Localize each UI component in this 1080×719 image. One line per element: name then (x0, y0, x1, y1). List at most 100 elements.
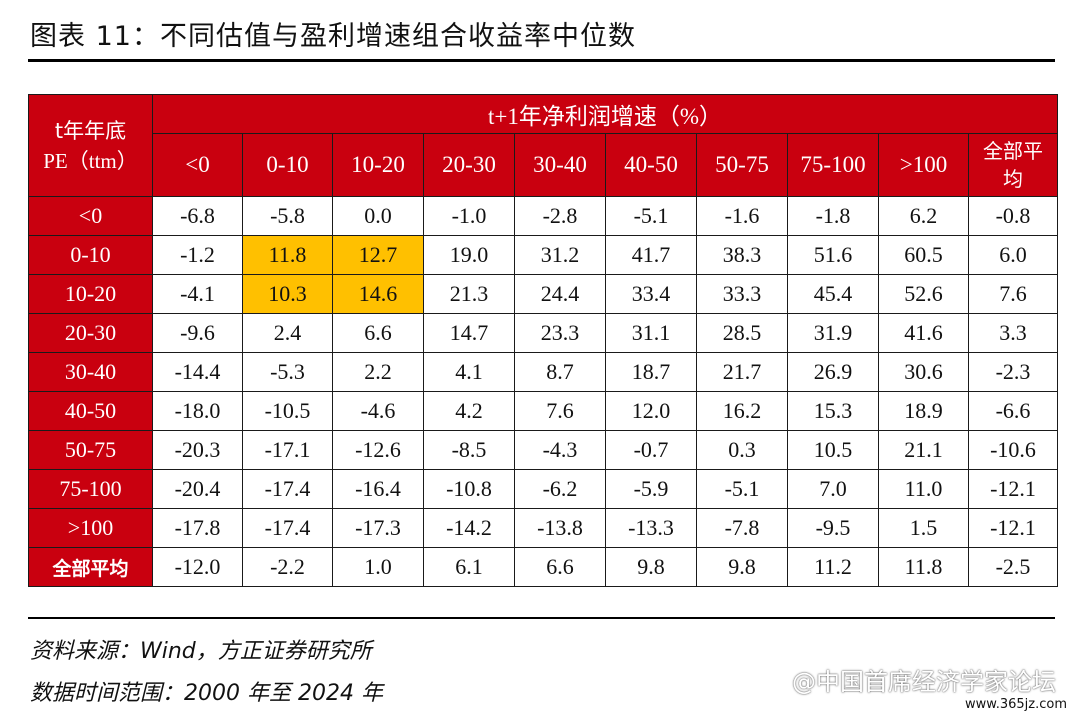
row-label: <0 (28, 196, 153, 236)
table-cell: -12.1 (967, 508, 1059, 548)
table-row: >100 -17.8 -17.4 -17.3 -14.2 -13.8 -13.3 -7.8 -9… (28, 508, 1059, 548)
table-cell: 6.6 (332, 313, 424, 353)
table-row: 10-20 -4.1 10.3 14.6 21.3 24.4 33.4 33.3 45.4 52.… (28, 274, 1059, 314)
table-cell: 7.6 (514, 391, 606, 431)
table-cell: -2.3 (967, 352, 1059, 392)
table-cell: 6.2 (878, 196, 969, 236)
table-cell: -2.2 (242, 547, 333, 587)
table-cell: -6.8 (152, 196, 243, 236)
row-label: 40-50 (28, 391, 153, 431)
table-cell: -17.4 (242, 469, 333, 509)
table-cell: 7.0 (787, 469, 879, 509)
date-range-note: 数据时间范围：2000 年至 2024 年 (30, 681, 383, 706)
table-cell: 38.3 (696, 235, 788, 275)
table-cell: -8.5 (423, 430, 515, 470)
table-row: 30-40 -14.4 -5.3 2.2 4.1 8.7 18.7 21.7 26.9 30.6-… (28, 352, 1059, 392)
table-cell: 14.6 (332, 274, 424, 314)
table-cell: 41.6 (878, 313, 969, 353)
table-cell: -10.5 (242, 391, 333, 431)
table-cell: -20.4 (152, 469, 243, 509)
table-cell: -17.4 (242, 508, 333, 548)
table-cell: 19.0 (423, 235, 515, 275)
column-header: >100 (878, 133, 969, 197)
table-row: 40-50 -18.0 -10.5 -4.6 4.2 7.6 12.0 16.2 15.3 18.… (28, 391, 1059, 431)
corner-header: t年年底 PE（ttm） (28, 94, 153, 197)
table-cell: 21.3 (423, 274, 515, 314)
table-cell: 16.2 (696, 391, 788, 431)
table-cell: -9.6 (152, 313, 243, 353)
row-label: 30-40 (28, 352, 153, 392)
row-label: >100 (28, 508, 153, 548)
table-cell: -14.4 (152, 352, 243, 392)
table-cell: 33.4 (605, 274, 697, 314)
table-cell: -16.4 (332, 469, 424, 509)
table-cell: -1.8 (787, 196, 879, 236)
table-cell: 31.1 (605, 313, 697, 353)
table-cell: -5.3 (242, 352, 333, 392)
table-cell: -2.8 (514, 196, 606, 236)
table-cell: -12.0 (152, 547, 243, 587)
column-header: 50-75 (696, 133, 788, 197)
column-header: <0 (152, 133, 243, 197)
column-header: 10-20 (332, 133, 424, 197)
table-cell: -4.1 (152, 274, 243, 314)
row-label: 10-20 (28, 274, 153, 314)
table-row: 20-30 -9.6 2.4 6.6 14.7 23.3 31.1 28.5 31.9 41.6 3… (28, 313, 1059, 353)
returns-table: t年年底 PE（ttm） t+1年净利润增速（%） <0 0-10 10-20 20-… (28, 94, 1059, 587)
table-cell: -5.9 (605, 469, 697, 509)
table-cell: -1.6 (696, 196, 788, 236)
table-cell: 23.3 (514, 313, 606, 353)
column-header: 20-30 (423, 133, 515, 197)
figure-title: 图表 11：不同估值与盈利增速组合收益率中位数 (30, 21, 636, 52)
table-cell: -18.0 (152, 391, 243, 431)
watermark: @中国首席经济学家论坛 (792, 668, 1056, 696)
table-cell: 11.0 (878, 469, 969, 509)
column-header: 0-10 (242, 133, 333, 197)
watermark-url: www.365jz.com (962, 697, 1070, 712)
row-label: 75-100 (28, 469, 153, 509)
table-cell: 21.7 (696, 352, 788, 392)
table-cell: -4.6 (332, 391, 424, 431)
table-cell: -4.3 (514, 430, 606, 470)
table-cell: 11.8 (878, 547, 969, 587)
table-cell: 52.6 (878, 274, 969, 314)
table-cell: 26.9 (787, 352, 879, 392)
table-cell: 21.1 (878, 430, 969, 470)
table-cell: -13.8 (514, 508, 606, 548)
table-cell: 11.2 (787, 547, 879, 587)
table-row: <0 -6.8 -5.8 0.0 -1.0 -2.8 -5.1 -1.6 -1.8 6.2 -0.8 (28, 196, 1059, 236)
column-header: 全部平均 (967, 133, 1059, 197)
bottom-rule (28, 617, 1055, 619)
table-cell: -0.8 (967, 196, 1059, 236)
table-cell: 28.5 (696, 313, 788, 353)
table-cell: 3.3 (967, 313, 1059, 353)
table-cell: 60.5 (878, 235, 969, 275)
column-header: 40-50 (605, 133, 697, 197)
table-cell: -0.7 (605, 430, 697, 470)
table-cell: 9.8 (605, 547, 697, 587)
table-cell: 18.9 (878, 391, 969, 431)
table-cell: 11.8 (242, 235, 333, 275)
table-cell: 51.6 (787, 235, 879, 275)
table-cell: -1.0 (423, 196, 515, 236)
table-cell: -2.5 (967, 547, 1059, 587)
table-row: 全部平均 -12.0 -2.2 1.0 6.1 6.6 9.8 9.8 11.2 11.8 -2.5 (28, 547, 1059, 587)
table-cell: -12.1 (967, 469, 1059, 509)
table-cell: -6.2 (514, 469, 606, 509)
table-cell: 24.4 (514, 274, 606, 314)
table-cell: 10.5 (787, 430, 879, 470)
corner-line-1: t年年底 (54, 118, 127, 143)
table-cell: 30.6 (878, 352, 969, 392)
table-cell: 12.0 (605, 391, 697, 431)
table-cell: -1.2 (152, 235, 243, 275)
row-label: 0-10 (28, 235, 153, 275)
table-cell: 2.4 (242, 313, 333, 353)
table-cell: -6.6 (967, 391, 1059, 431)
column-header: 30-40 (514, 133, 606, 197)
table-cell: 31.2 (514, 235, 606, 275)
table-cell: 8.7 (514, 352, 606, 392)
corner-line-2: PE（ttm） (43, 148, 138, 173)
column-header: 75-100 (787, 133, 879, 197)
table-cell: -9.5 (787, 508, 879, 548)
table-cell: 6.1 (423, 547, 515, 587)
